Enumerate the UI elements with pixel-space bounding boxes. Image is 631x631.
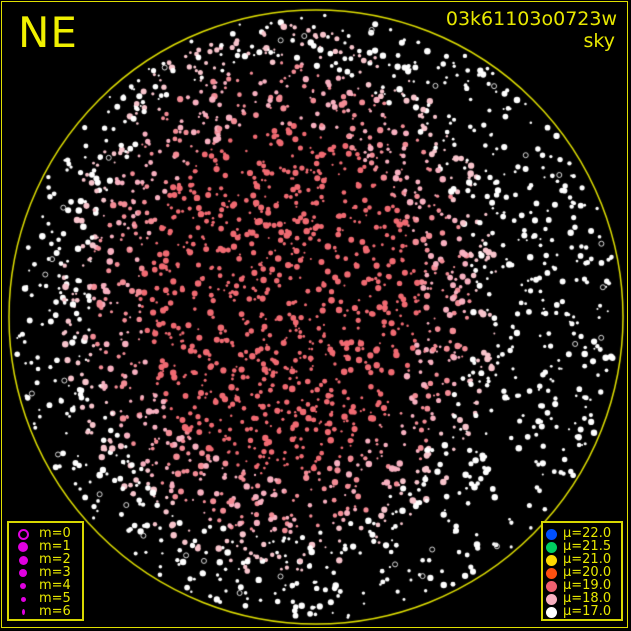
- star-size-icon: [18, 555, 28, 565]
- image-id: 03k61103o0723w: [445, 8, 617, 30]
- sky-legend-item: μ=17.0: [546, 604, 612, 619]
- sky-legend-item: μ=21.0: [546, 552, 612, 567]
- magnitude-label: m=0: [39, 526, 71, 541]
- sky-brightness-label: μ=20.0: [563, 565, 612, 580]
- sky-legend-item: μ=20.0: [546, 565, 612, 580]
- color-swatch-icon: [546, 567, 557, 579]
- star-size-icon: [21, 609, 25, 615]
- magnitude-legend-item: m=0: [13, 526, 71, 541]
- sky-legend-item: μ=21.5: [546, 539, 612, 554]
- sky-brightness-label: μ=19.0: [563, 578, 612, 593]
- star-size-icon: [17, 528, 29, 540]
- sky-brightness-label: μ=17.0: [563, 604, 612, 619]
- magnitude-label: m=2: [39, 552, 71, 567]
- sky-brightness-label: μ=21.0: [563, 552, 612, 567]
- sky-brightness-label: μ=22.0: [563, 526, 612, 541]
- magnitude-legend-item: m=6: [13, 604, 71, 619]
- magnitude-legend-item: m=2: [13, 552, 71, 567]
- color-swatch-icon: [546, 606, 557, 618]
- sky-legend-item: μ=18.0: [546, 591, 612, 606]
- star-size-icon: [20, 583, 26, 589]
- magnitude-legend-item: m=1: [13, 539, 71, 554]
- map-type-label: sky: [583, 30, 615, 52]
- direction-label: NE: [18, 8, 78, 57]
- magnitude-label: m=1: [39, 539, 71, 554]
- magnitude-legend: m=0 m=1 m=2 m=3 m=4 m=5 m=6: [7, 521, 84, 621]
- color-swatch-icon: [546, 528, 557, 540]
- magnitude-label: m=4: [39, 578, 71, 593]
- magnitude-legend-item: m=5: [13, 591, 71, 606]
- color-swatch-icon: [546, 593, 557, 605]
- magnitude-label: m=5: [39, 591, 71, 606]
- sky-brightness-label: μ=21.5: [563, 539, 612, 554]
- magnitude-legend-item: m=4: [13, 578, 71, 593]
- star-size-icon: [19, 569, 27, 577]
- magnitude-label: m=3: [39, 565, 71, 580]
- magnitude-legend-item: m=3: [13, 565, 71, 580]
- sky-brightness-label: μ=18.0: [563, 591, 612, 606]
- sky-legend-item: μ=22.0: [546, 526, 612, 541]
- color-swatch-icon: [546, 580, 557, 592]
- star-size-icon: [20, 596, 26, 602]
- color-swatch-icon: [546, 554, 557, 566]
- magnitude-label: m=6: [39, 604, 71, 619]
- sky-legend-item: μ=19.0: [546, 578, 612, 593]
- star-size-icon: [18, 542, 28, 552]
- sky-brightness-legend: μ=22.0 μ=21.5 μ=21.0 μ=20.0 μ=19.0 μ=18.0 μ=17…: [541, 521, 623, 621]
- color-swatch-icon: [546, 541, 557, 553]
